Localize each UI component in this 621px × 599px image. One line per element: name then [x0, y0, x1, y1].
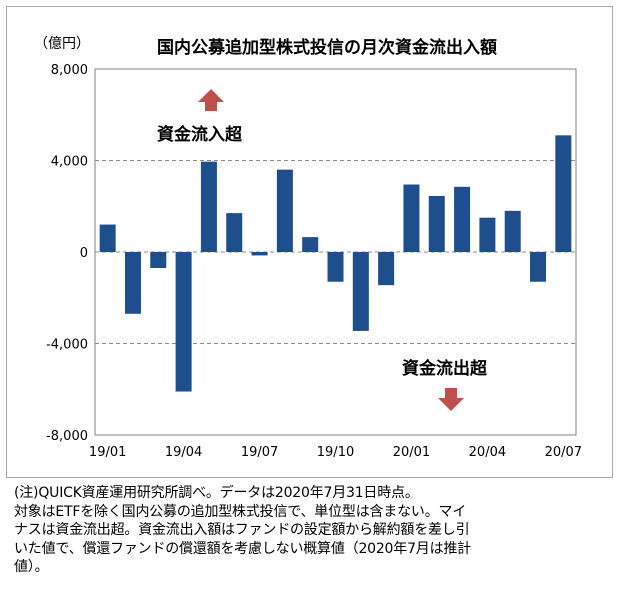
x-tick-label: 20/04: [469, 445, 506, 460]
bar-19/03: [150, 252, 167, 269]
x-tick-label: 19/07: [241, 445, 278, 460]
bars: [99, 135, 572, 392]
outflow-arrow-down-icon: [438, 388, 464, 411]
bar-19/11: [352, 252, 369, 331]
x-tick-label: 20/07: [545, 445, 582, 460]
bar-20/05: [504, 210, 521, 252]
bar-20/04: [479, 217, 496, 252]
bar-19/02: [124, 252, 141, 314]
inflow-arrow-up-icon: [198, 89, 224, 111]
bar-19/08: [276, 169, 293, 252]
plot-area-border: [94, 68, 577, 436]
footnote-line: いた値で、償還ファンドの償還額を考慮しない概算値（2020年7月は推計: [14, 540, 471, 557]
bar-19/06: [226, 213, 243, 252]
bar-20/06: [530, 252, 547, 282]
bar-19/01: [99, 224, 116, 252]
x-tick-label: 19/01: [89, 445, 126, 460]
bar-19/07: [251, 252, 268, 256]
x-tick-label: 19/04: [165, 445, 202, 460]
y-tick-label: -4,000: [46, 338, 88, 353]
bar-19/09: [302, 237, 319, 252]
bar-20/01: [403, 184, 420, 252]
bar-19/12: [378, 252, 395, 286]
bar-19/04: [175, 252, 192, 392]
y-tick-label: 4,000: [51, 155, 88, 170]
footnote-line: 対象はETFを除く国内公募の追加型株式投信で、単位型は含まない。マイ: [14, 503, 467, 520]
footnote-line: (注)QUICK資産運用研究所調べ。データは2020年7月31日時点。: [14, 485, 419, 501]
chart: 国内公募追加型株式投信の月次資金流出入額 （億円） 8,000 4,000 0 -4,…: [34, 36, 582, 460]
x-tick-label: 20/01: [393, 445, 430, 460]
y-tick-label: -8,000: [46, 429, 88, 444]
bar-20/02: [428, 195, 445, 252]
bar-19/05: [200, 161, 217, 252]
bar-20/07: [555, 135, 572, 252]
y-tick-label: 0: [80, 246, 88, 261]
x-axis-ticks: 19/01 19/04 19/07 19/10 20/01 20/04 20/07: [89, 445, 582, 460]
inflow-label: 資金流入超: [157, 124, 243, 145]
footnote: (注)QUICK資産運用研究所調べ。データは2020年7月31日時点。 対象はE…: [14, 484, 614, 577]
y-tick-label: 8,000: [51, 63, 88, 78]
outflow-label: 資金流出超: [402, 358, 488, 379]
footnote-line: ナスは資金流出超。資金流出入額はファンドの設定額から解約額を差し引: [14, 522, 470, 538]
y-unit-label: （億円）: [34, 36, 90, 52]
y-axis-ticks: 8,000 4,000 0 -4,000 -8,000: [46, 63, 88, 444]
chart-title: 国内公募追加型株式投信の月次資金流出入額: [157, 37, 497, 58]
chart-frame: 国内公募追加型株式投信の月次資金流出入額 （億円） 8,000 4,000 0 -4,…: [6, 6, 613, 478]
bar-20/03: [454, 186, 471, 252]
x-tick-label: 19/10: [317, 445, 354, 460]
bar-19/10: [327, 252, 344, 282]
footnote-line: 値）。: [14, 559, 49, 575]
